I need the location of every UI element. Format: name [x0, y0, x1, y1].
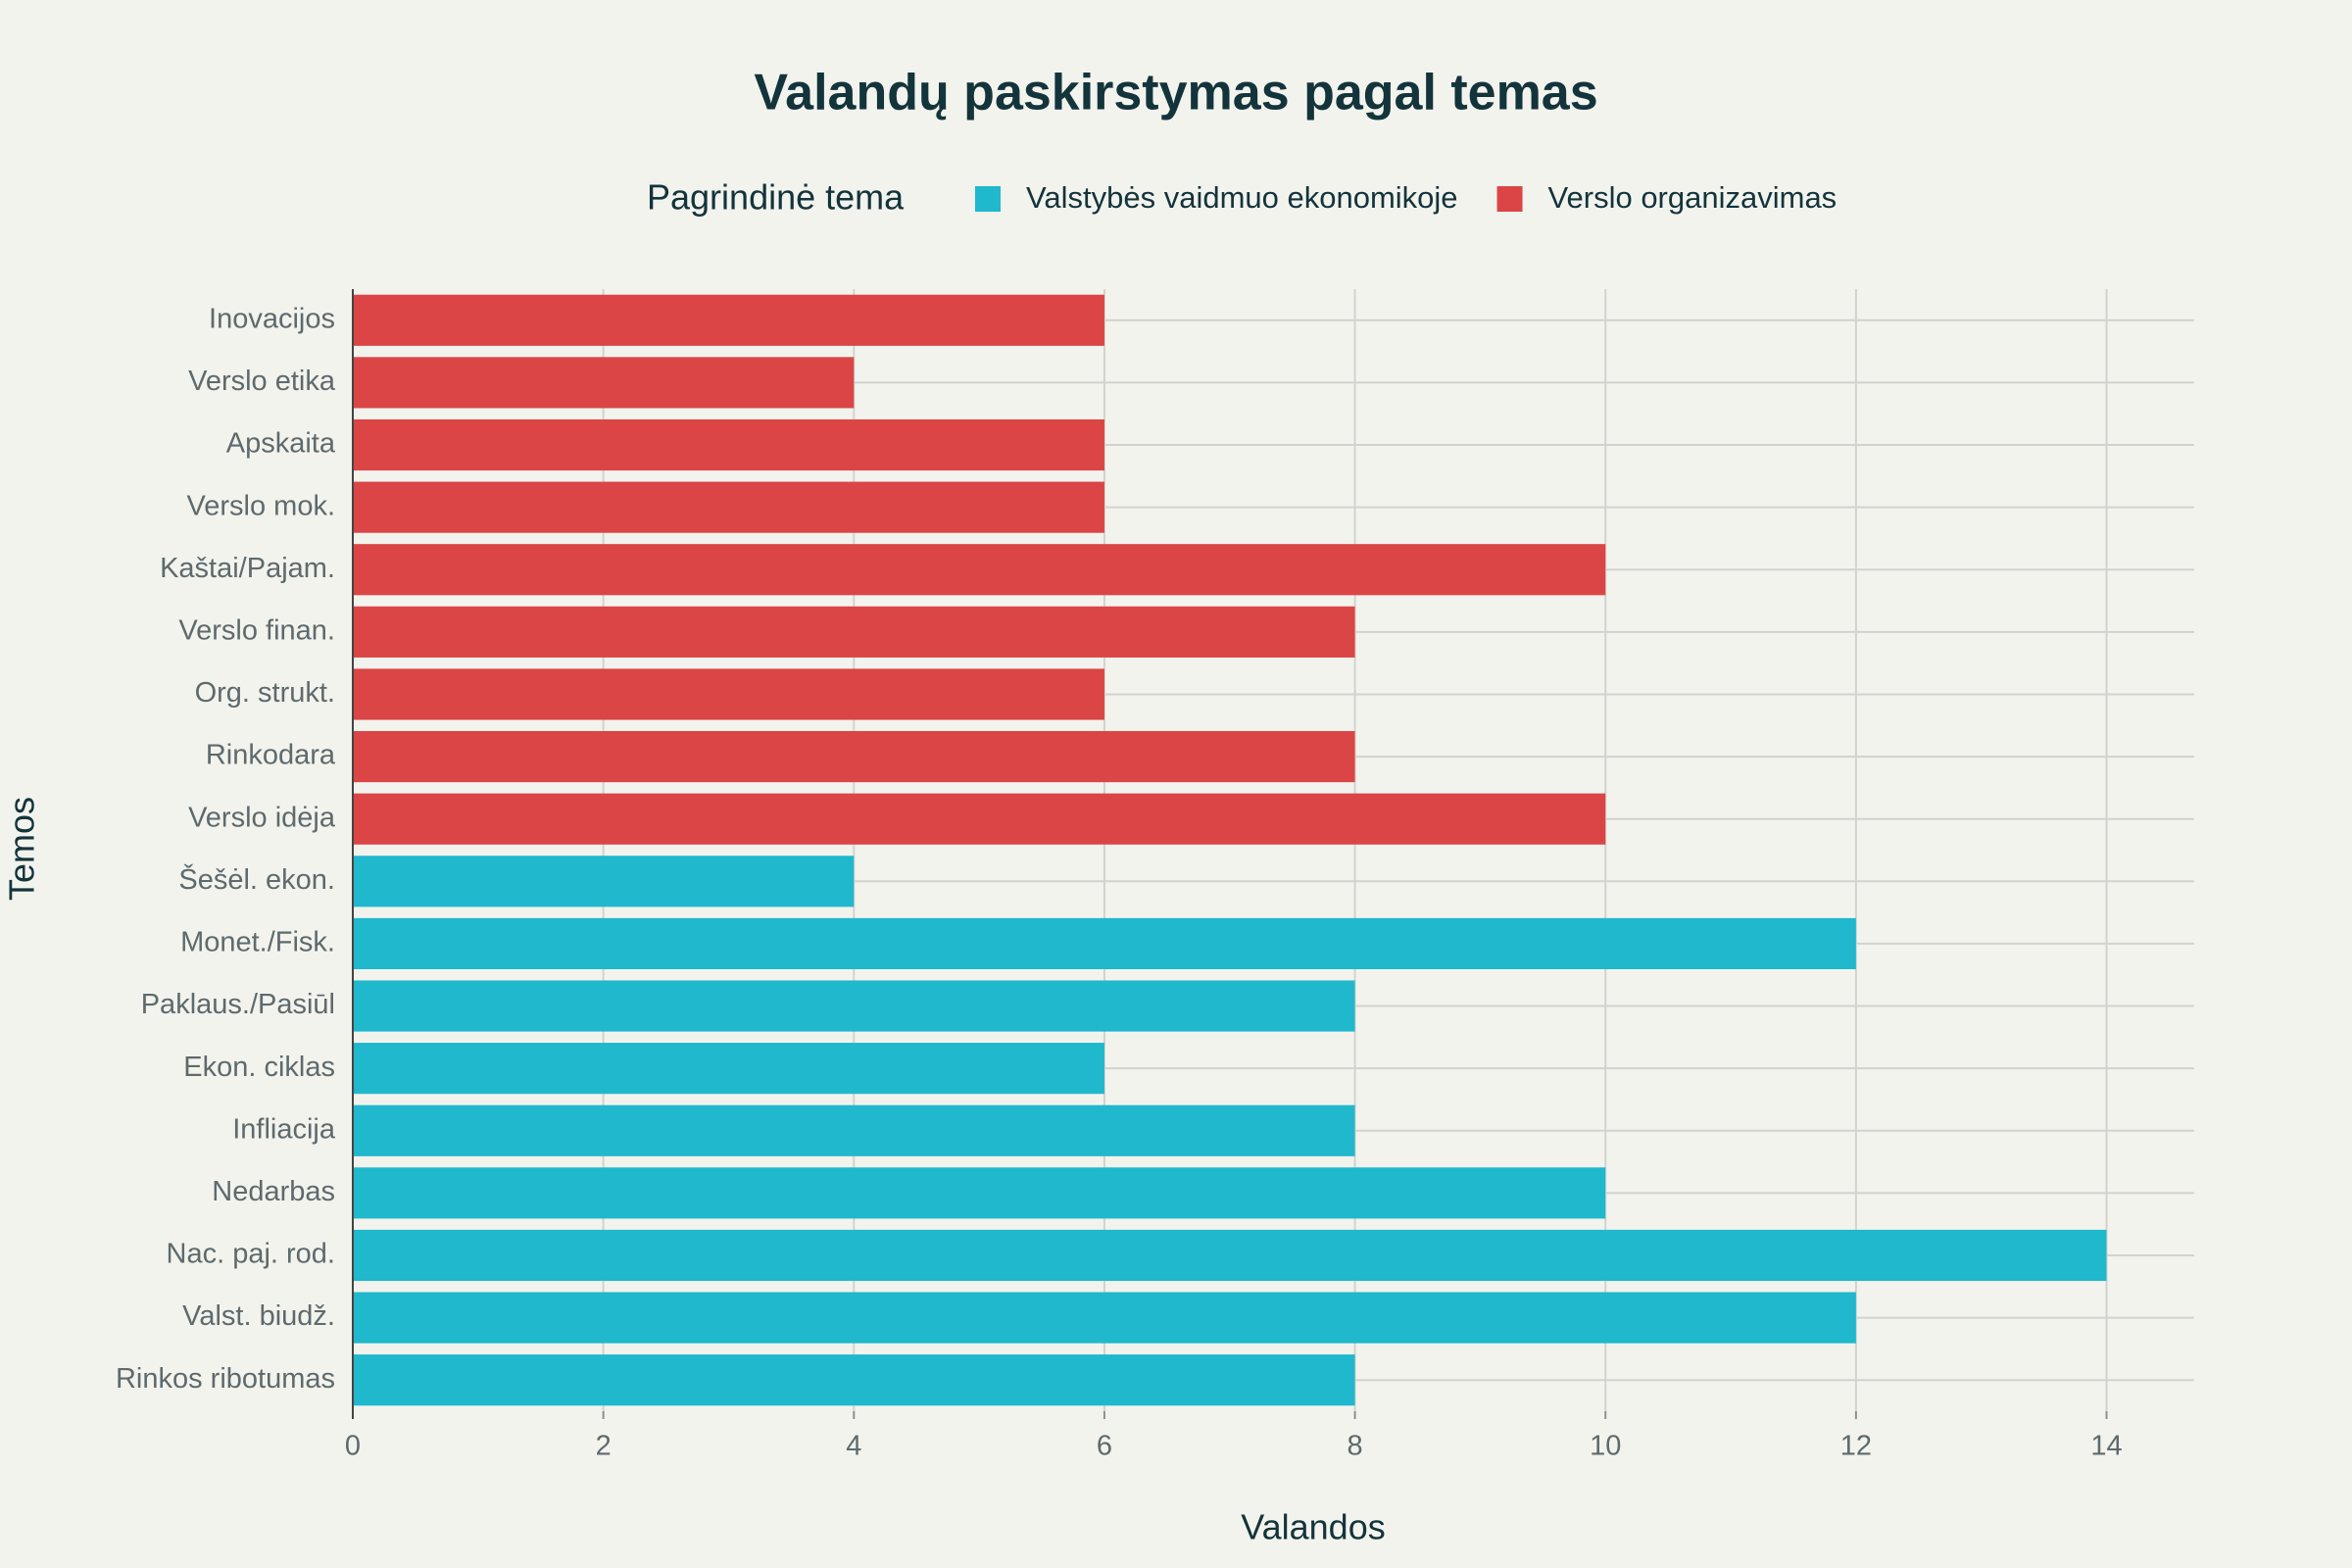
bar [353, 544, 1606, 596]
y-tick-label: Monet./Fisk. [180, 927, 335, 958]
bar [353, 1043, 1104, 1095]
bar [353, 1229, 2107, 1282]
legend-swatch[interactable] [975, 186, 1001, 212]
bar [353, 357, 855, 409]
y-tick-label: Rinkos ribotumas [116, 1363, 335, 1395]
bar [353, 1104, 1355, 1156]
bar [353, 1354, 1355, 1406]
bar [353, 1292, 1856, 1344]
y-tick-label: Nedarbas [212, 1176, 335, 1207]
x-tick-label: 8 [1348, 1431, 1363, 1462]
x-tick-label: 12 [1840, 1431, 1872, 1462]
x-tick-label: 10 [1590, 1431, 1621, 1462]
bar [353, 731, 1355, 783]
x-tick-label: 14 [2090, 1431, 2122, 1462]
x-tick-label: 4 [846, 1431, 861, 1462]
y-tick-label: Verslo mok. [187, 490, 336, 521]
y-tick-label: Apskaita [226, 428, 336, 460]
x-tick-label: 6 [1097, 1431, 1112, 1462]
chart-title: Valandų paskirstymas pagal temas [754, 65, 1597, 122]
bar [353, 294, 1104, 346]
x-tick-label: 0 [345, 1431, 361, 1462]
bar [353, 980, 1355, 1032]
y-tick-label: Org. strukt. [195, 677, 335, 709]
y-tick-label: Infliacija [232, 1113, 336, 1145]
legend-swatch[interactable] [1496, 186, 1523, 212]
y-tick-label: Rinkodara [206, 740, 336, 771]
y-tick-label: Inovacijos [209, 303, 335, 334]
legend-label[interactable]: Verslo organizavimas [1548, 180, 1838, 215]
x-tick-label: 2 [596, 1431, 612, 1462]
y-tick-label: Valst. biudž. [182, 1300, 335, 1332]
y-tick-label: Paklaus./Pasiūl [141, 989, 335, 1020]
y-tick-label: Verslo idėja [188, 802, 336, 833]
legend-label[interactable]: Valstybės vaidmuo ekonomikoje [1026, 180, 1458, 215]
y-tick-label: Verslo finan. [178, 615, 335, 647]
bar [353, 793, 1606, 845]
y-tick-label: Šešėl. ekon. [178, 862, 335, 896]
x-axis-title: Valandos [1241, 1507, 1385, 1547]
y-tick-label: Kaštai/Pajam. [160, 553, 335, 584]
bar [353, 418, 1104, 471]
bar [353, 606, 1355, 658]
y-tick-label: Verslo etika [188, 366, 336, 397]
y-axis-title: Temos [2, 797, 42, 901]
bar [353, 856, 855, 907]
y-tick-label: Ekon. ciklas [183, 1052, 335, 1083]
bar [353, 1167, 1606, 1219]
legend-title: Pagrindinė tema [647, 177, 905, 218]
bar [353, 668, 1104, 720]
bar [353, 917, 1856, 969]
bar [353, 481, 1104, 533]
y-tick-label: Nac. paj. rod. [167, 1239, 335, 1270]
